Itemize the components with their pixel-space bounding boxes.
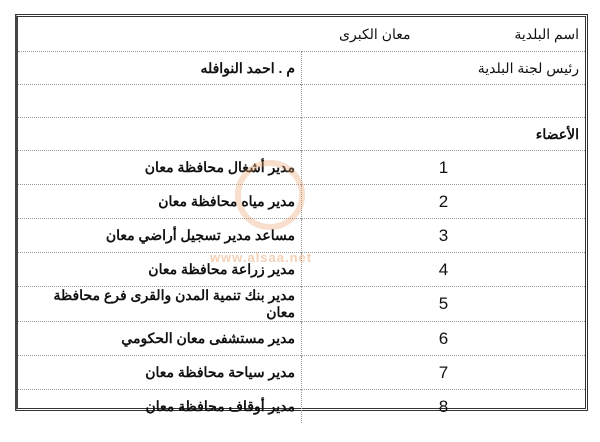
empty-row [18,84,585,118]
member-title: مدير مستشفى معان الحكومي [18,321,302,356]
municipality-value: معان الكبرى [339,25,411,42]
watermark-clock-icon [235,160,305,230]
member-title: مدير زراعة محافظة معان [18,252,302,287]
table-row: 3 مساعد مدير تسجيل أراضي معان [18,218,585,253]
member-number: 5 [301,286,585,322]
head-row: رئيس لجنة البلدية م . احمد النوافله [18,51,585,85]
table-row: 2 مدير مياه محافظة معان [18,184,585,219]
table-row: 8 مدير أوقاف محافظة معان [18,389,585,423]
member-title: مدير سياحة محافظة معان [18,355,302,390]
member-number: 3 [301,218,585,253]
watermark: www.alsaa.net [210,250,313,265]
member-number: 1 [301,150,585,185]
member-number: 7 [301,355,585,390]
table-row: 7 مدير سياحة محافظة معان [18,355,585,390]
member-number: 4 [301,252,585,287]
member-title: مدير بنك تنمية المدن والقرى فرع محافظة م… [18,286,302,322]
member-number: 6 [301,321,585,356]
table-row: 6 مدير مستشفى معان الحكومي [18,321,585,356]
members-header-row: الأعضاء [18,117,585,151]
head-label: رئيس لجنة البلدية [301,51,585,85]
member-number: 2 [301,184,585,219]
member-number: 8 [301,389,585,423]
table-row: 1 مدير أشغال محافظة معان [18,150,585,185]
table-row: 4 مدير زراعة محافظة معان [18,252,585,287]
members-label: الأعضاء [301,117,585,151]
committee-table: اسم البلدية معان الكبرى رئيس لجنة البلدي… [15,14,588,423]
municipality-label: اسم البلدية [514,25,579,42]
table-row: 5 مدير بنك تنمية المدن والقرى فرع محافظة … [18,286,585,322]
member-title: مدير أوقاف محافظة معان [145,398,295,414]
head-value: م . احمد النوافله [18,51,302,85]
municipality-row: اسم البلدية معان الكبرى [18,17,585,52]
